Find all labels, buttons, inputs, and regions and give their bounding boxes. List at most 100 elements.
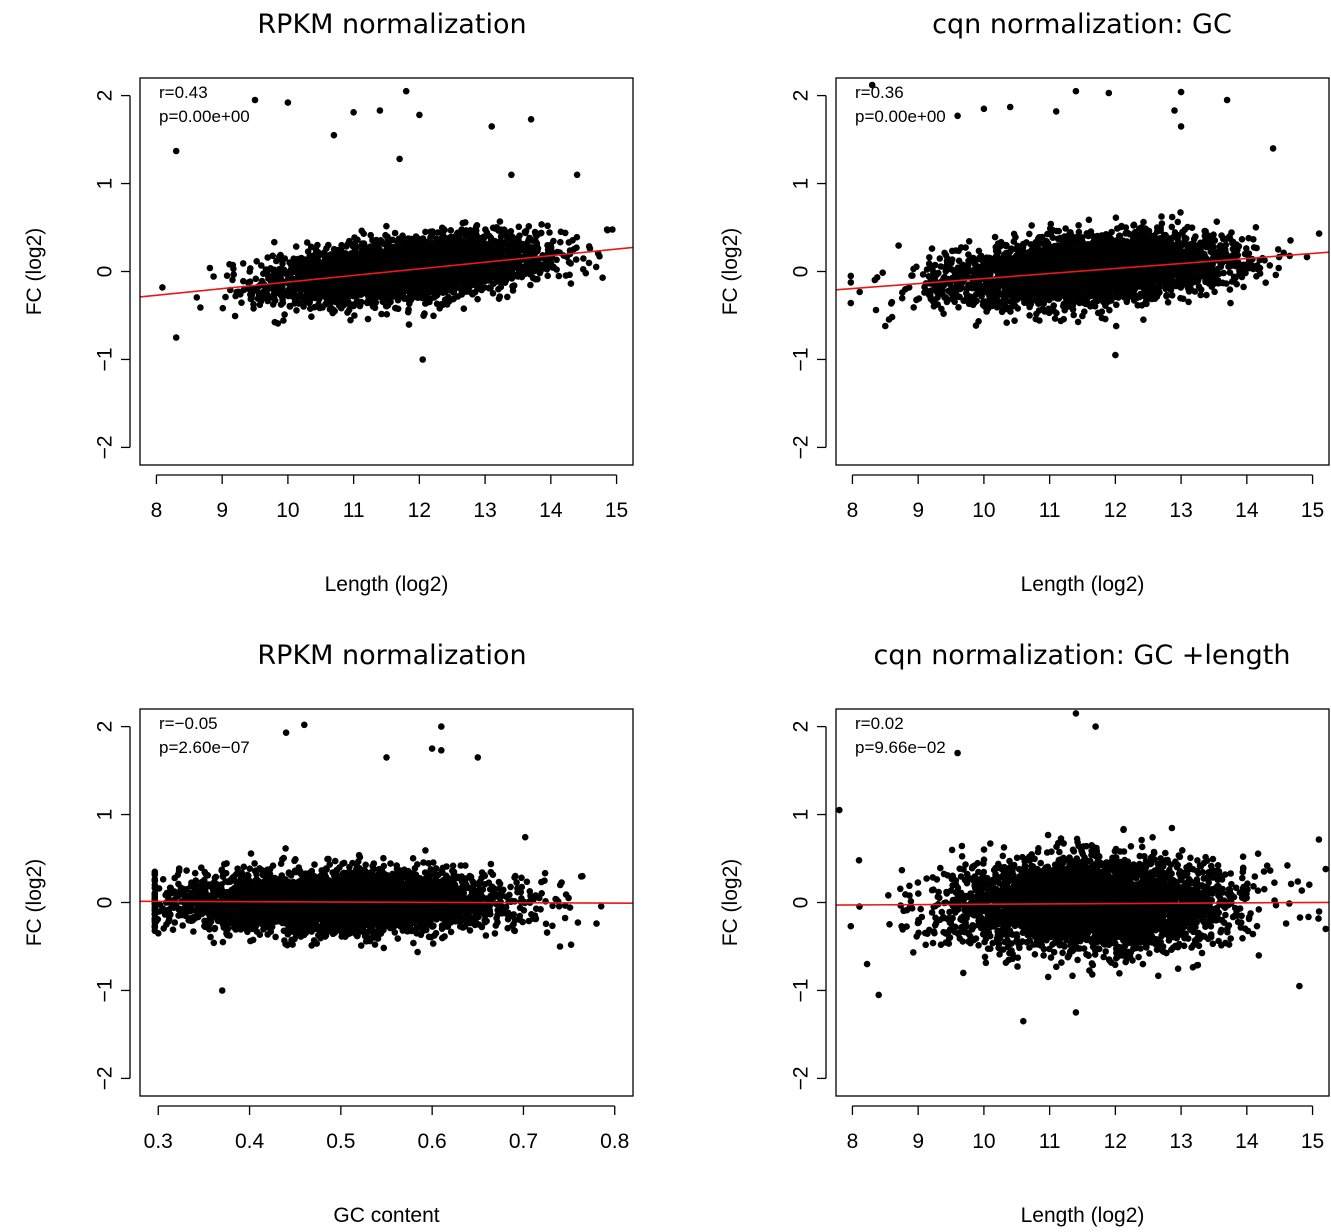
data-point (460, 248, 468, 256)
data-point (847, 299, 855, 307)
data-point (420, 291, 427, 298)
data-point (447, 287, 454, 294)
data-point (528, 262, 535, 269)
data-point (461, 266, 469, 274)
data-point (468, 279, 476, 287)
data-point (271, 238, 278, 246)
data-point (585, 259, 593, 267)
data-point (279, 299, 287, 307)
data-point (239, 260, 247, 267)
data-point (553, 256, 560, 264)
data-point (435, 286, 442, 293)
data-point (322, 293, 329, 300)
data-point (230, 265, 237, 273)
y-axis-title: FC (log2) (23, 228, 46, 316)
data-point (322, 300, 330, 308)
data-point (507, 228, 515, 235)
data-point (451, 275, 458, 282)
data-point (510, 241, 517, 248)
data-point (291, 291, 299, 299)
data-point (435, 243, 443, 251)
data-point (566, 271, 573, 279)
data-point (370, 299, 378, 307)
data-point (302, 293, 309, 301)
data-point (395, 250, 402, 257)
data-point (334, 257, 342, 265)
data-point (279, 260, 286, 268)
data-point (364, 292, 372, 300)
data-point (496, 241, 504, 248)
data-point (348, 250, 355, 257)
data-point (414, 252, 421, 259)
data-point (473, 269, 480, 277)
data-point (246, 268, 253, 275)
data-point (254, 295, 262, 302)
data-point (425, 268, 432, 275)
data-point (246, 278, 254, 286)
data-point (480, 268, 488, 276)
data-point (413, 268, 421, 276)
x-tick-label: 8 (151, 499, 163, 522)
data-point (407, 276, 415, 283)
data-point (309, 260, 317, 268)
data-point (223, 272, 231, 280)
data-point (486, 232, 493, 240)
data-point (341, 276, 349, 283)
data-point (531, 228, 539, 236)
data-point (516, 246, 524, 253)
regression-line (140, 246, 633, 298)
data-point (464, 253, 471, 261)
data-point (251, 96, 259, 104)
data-point (413, 288, 421, 295)
data-point (391, 260, 398, 268)
data-point (366, 257, 374, 265)
data-point (330, 131, 338, 139)
data-point (515, 236, 522, 244)
chart-title: RPKM normalization (257, 9, 526, 40)
data-point (473, 231, 480, 238)
data-point (515, 269, 523, 276)
data-point (416, 111, 423, 119)
data-point (440, 253, 447, 261)
data-point (567, 260, 574, 267)
data-point (462, 288, 470, 296)
data-point (306, 297, 314, 305)
data-point (562, 229, 569, 237)
data-point (269, 301, 277, 308)
data-point (1262, 279, 1269, 287)
data-point (434, 251, 442, 259)
data-point (376, 290, 383, 298)
data-point (1253, 244, 1260, 252)
data-point (529, 274, 537, 282)
data-point (392, 304, 400, 312)
data-point (329, 279, 337, 286)
data-point (396, 155, 403, 163)
data-point (395, 243, 403, 251)
data-point (308, 313, 315, 321)
data-point (403, 240, 410, 248)
data-point (250, 305, 257, 312)
data-point (972, 322, 980, 329)
data-point (432, 292, 440, 300)
data-point (567, 280, 575, 287)
data-point (263, 269, 271, 277)
data-point (509, 283, 516, 290)
data-point (460, 305, 468, 313)
data-point (321, 252, 328, 260)
data-point (307, 305, 314, 313)
data-point (572, 256, 580, 263)
data-point (422, 228, 429, 236)
data-point (384, 301, 392, 309)
data-point (294, 266, 302, 274)
data-point (274, 320, 282, 327)
y-tick-label: −2 (94, 435, 117, 459)
data-point (313, 290, 321, 298)
data-point (433, 235, 440, 243)
data-point (372, 255, 379, 263)
data-point (386, 255, 393, 263)
data-point (550, 263, 557, 271)
data-point (453, 230, 461, 238)
data-point (420, 250, 427, 257)
data-point (329, 309, 337, 317)
data-point (172, 334, 180, 341)
